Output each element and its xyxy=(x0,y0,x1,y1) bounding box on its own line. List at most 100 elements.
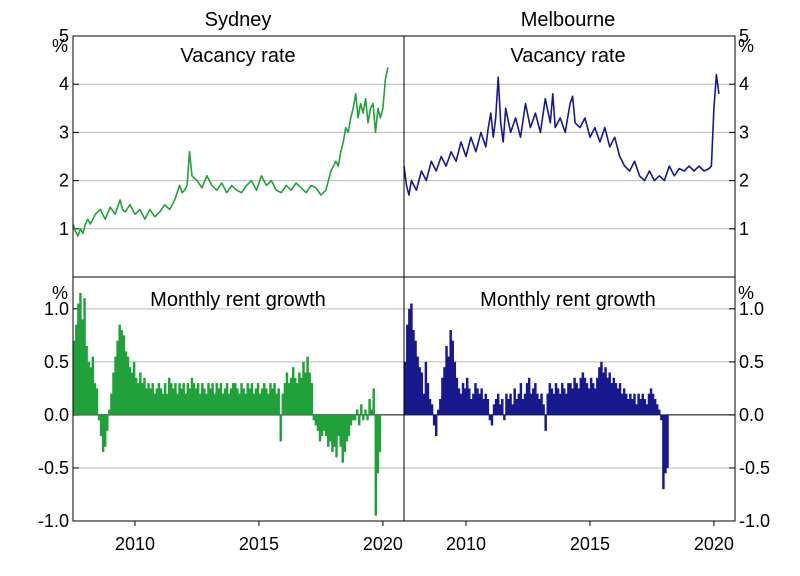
bar xyxy=(141,383,144,415)
bar xyxy=(149,388,152,415)
bar xyxy=(314,414,318,426)
bar xyxy=(273,383,276,415)
bar xyxy=(637,393,640,415)
bar xyxy=(186,383,190,415)
bar xyxy=(629,393,632,415)
bar xyxy=(536,393,539,415)
bar xyxy=(486,399,490,415)
y-tick-label: 4 xyxy=(59,74,69,94)
y-tick-label: -0.5 xyxy=(739,458,770,478)
bar xyxy=(618,383,622,415)
bar xyxy=(106,414,109,431)
bar xyxy=(327,414,330,447)
bar xyxy=(579,377,583,415)
y-tick-label: 1.0 xyxy=(44,299,69,319)
panel-title-melbourne-vacancy: Vacancy rate xyxy=(510,45,625,67)
bar xyxy=(168,377,171,415)
bar xyxy=(620,393,624,415)
bar xyxy=(275,393,278,415)
bar xyxy=(567,383,570,415)
y-tick-label: 0.0 xyxy=(739,405,764,425)
x-tick-label: 2020 xyxy=(363,534,403,554)
bar xyxy=(490,414,494,426)
bar xyxy=(374,414,378,516)
bar xyxy=(430,404,434,415)
bar xyxy=(575,383,578,415)
bar xyxy=(362,414,365,421)
bar xyxy=(227,393,231,415)
bar xyxy=(180,388,183,415)
bar xyxy=(223,388,227,415)
bar xyxy=(112,372,115,415)
bar xyxy=(101,414,105,453)
bar xyxy=(505,393,508,415)
bar xyxy=(476,388,479,415)
bar xyxy=(329,414,332,442)
bar xyxy=(492,404,496,415)
bar xyxy=(265,388,268,415)
bar xyxy=(527,377,531,415)
y-tick-label: -0.5 xyxy=(38,458,69,478)
y-tick-label: 2 xyxy=(59,171,69,191)
bar xyxy=(145,388,148,415)
bar xyxy=(322,414,326,431)
bar xyxy=(521,399,525,415)
bar xyxy=(283,383,287,415)
bar xyxy=(345,414,349,442)
bar xyxy=(529,393,533,415)
bar xyxy=(410,303,413,415)
bar xyxy=(89,367,92,415)
bar xyxy=(170,383,173,415)
bar xyxy=(318,414,322,442)
bar xyxy=(308,372,311,415)
y-tick-label: 0.5 xyxy=(739,352,764,372)
bar xyxy=(437,409,440,415)
x-tick-label: 2020 xyxy=(694,534,734,554)
bar xyxy=(573,377,576,415)
bar xyxy=(645,404,649,415)
bar xyxy=(320,414,324,437)
bar xyxy=(304,372,307,415)
bar xyxy=(219,383,223,415)
bar xyxy=(221,393,225,415)
bar xyxy=(666,414,669,468)
bar xyxy=(610,383,613,415)
y-tick-label: 0.5 xyxy=(44,352,69,372)
bar xyxy=(118,324,121,415)
bar xyxy=(507,399,510,415)
bar xyxy=(370,409,373,415)
melbourne-rent-growth-panel: -1.0 -0.5 0.0 0.5 1.0 2010 2015 2020 xyxy=(404,299,770,554)
bar xyxy=(550,388,554,415)
bar xyxy=(465,377,469,415)
bar xyxy=(662,414,665,490)
bar xyxy=(232,383,235,415)
bar xyxy=(484,393,488,415)
bar xyxy=(496,393,500,415)
column-title-sydney: Sydney xyxy=(205,9,272,31)
bar xyxy=(77,303,80,415)
bar xyxy=(519,383,523,415)
bar xyxy=(594,388,597,415)
bar xyxy=(335,414,338,458)
bar xyxy=(548,383,552,415)
bar xyxy=(254,388,258,415)
bar xyxy=(331,414,334,453)
bar xyxy=(591,383,595,415)
bar xyxy=(408,308,411,415)
bar xyxy=(368,399,371,415)
bar xyxy=(316,414,320,431)
bar xyxy=(482,399,485,415)
bar xyxy=(461,383,465,415)
bar xyxy=(376,414,380,474)
bar xyxy=(445,345,448,415)
bar xyxy=(587,388,591,415)
bar xyxy=(306,356,309,415)
bar xyxy=(157,383,161,415)
bar xyxy=(188,388,192,415)
bar xyxy=(147,383,150,415)
bar xyxy=(655,404,659,415)
bar xyxy=(73,340,76,415)
bar xyxy=(606,377,609,415)
bar xyxy=(463,388,467,415)
bar xyxy=(494,399,498,415)
